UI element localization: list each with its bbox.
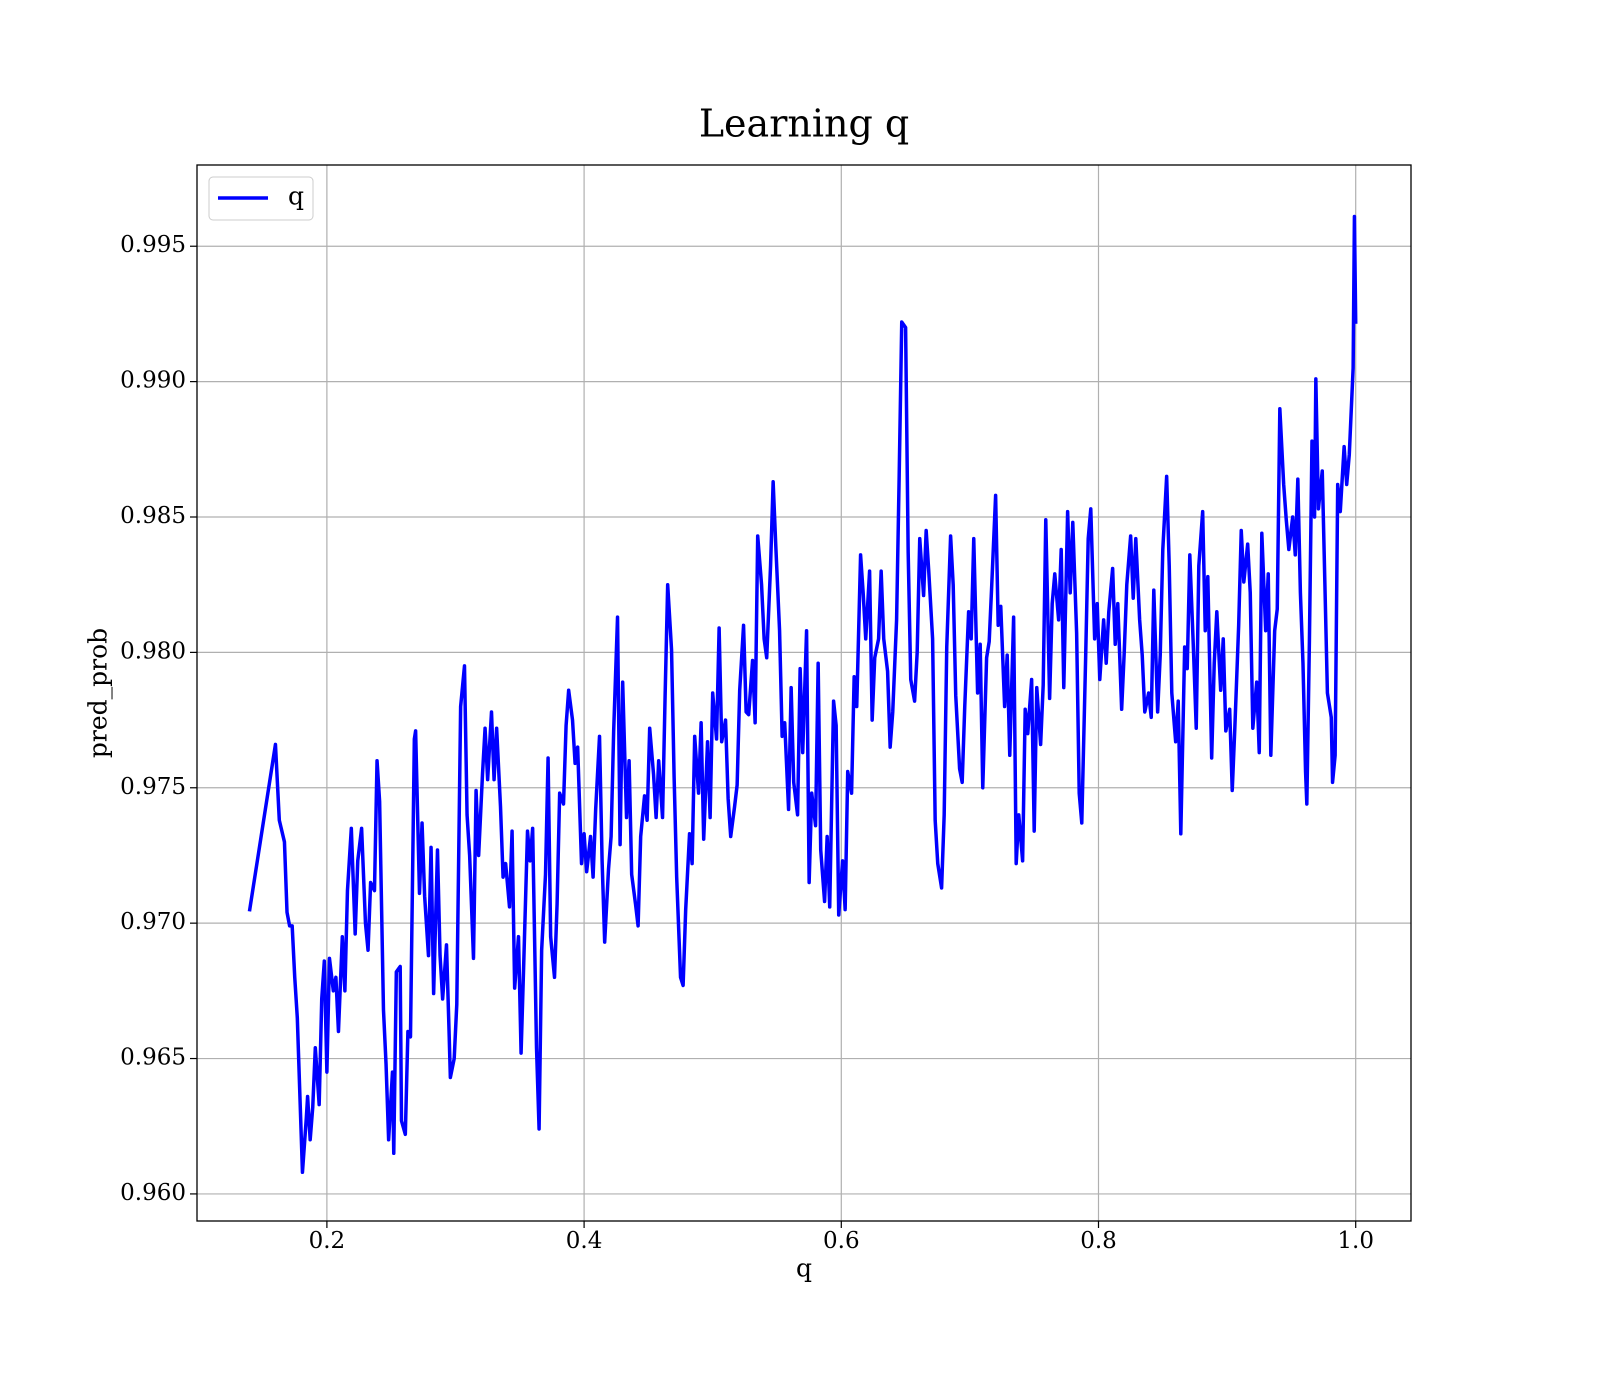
legend-label: q (288, 182, 304, 211)
x-axis-label: q (796, 1254, 812, 1283)
plot-area (247, 214, 1358, 1175)
data-line (247, 214, 1358, 1175)
x-tick-label: 0.6 (823, 1228, 860, 1254)
y-tick-label: 0.985 (120, 503, 186, 529)
y-tick-label: 0.980 (120, 638, 186, 664)
legend: q (208, 176, 314, 221)
y-tick-label: 0.975 (120, 774, 186, 800)
y-tick-label: 0.970 (120, 909, 186, 935)
chart-title: Learning q (699, 102, 909, 146)
y-tick-label: 0.965 (120, 1045, 186, 1071)
ticks: 0.2 0.4 0.6 0.8 1.0 0.960 0.965 0.970 0.975 0.980… (120, 232, 1374, 1254)
x-tick-label: 1.0 (1337, 1228, 1374, 1254)
x-tick-label: 0.2 (309, 1228, 346, 1254)
x-tick-label: 0.4 (566, 1228, 603, 1254)
y-tick-label: 0.990 (120, 368, 186, 394)
x-tick-label: 0.8 (1080, 1228, 1117, 1254)
y-tick-label: 0.995 (120, 232, 186, 258)
axes-frame (196, 164, 1412, 1222)
y-tick-label: 0.960 (120, 1180, 186, 1206)
y-axis-label: pred_prob (84, 628, 113, 758)
